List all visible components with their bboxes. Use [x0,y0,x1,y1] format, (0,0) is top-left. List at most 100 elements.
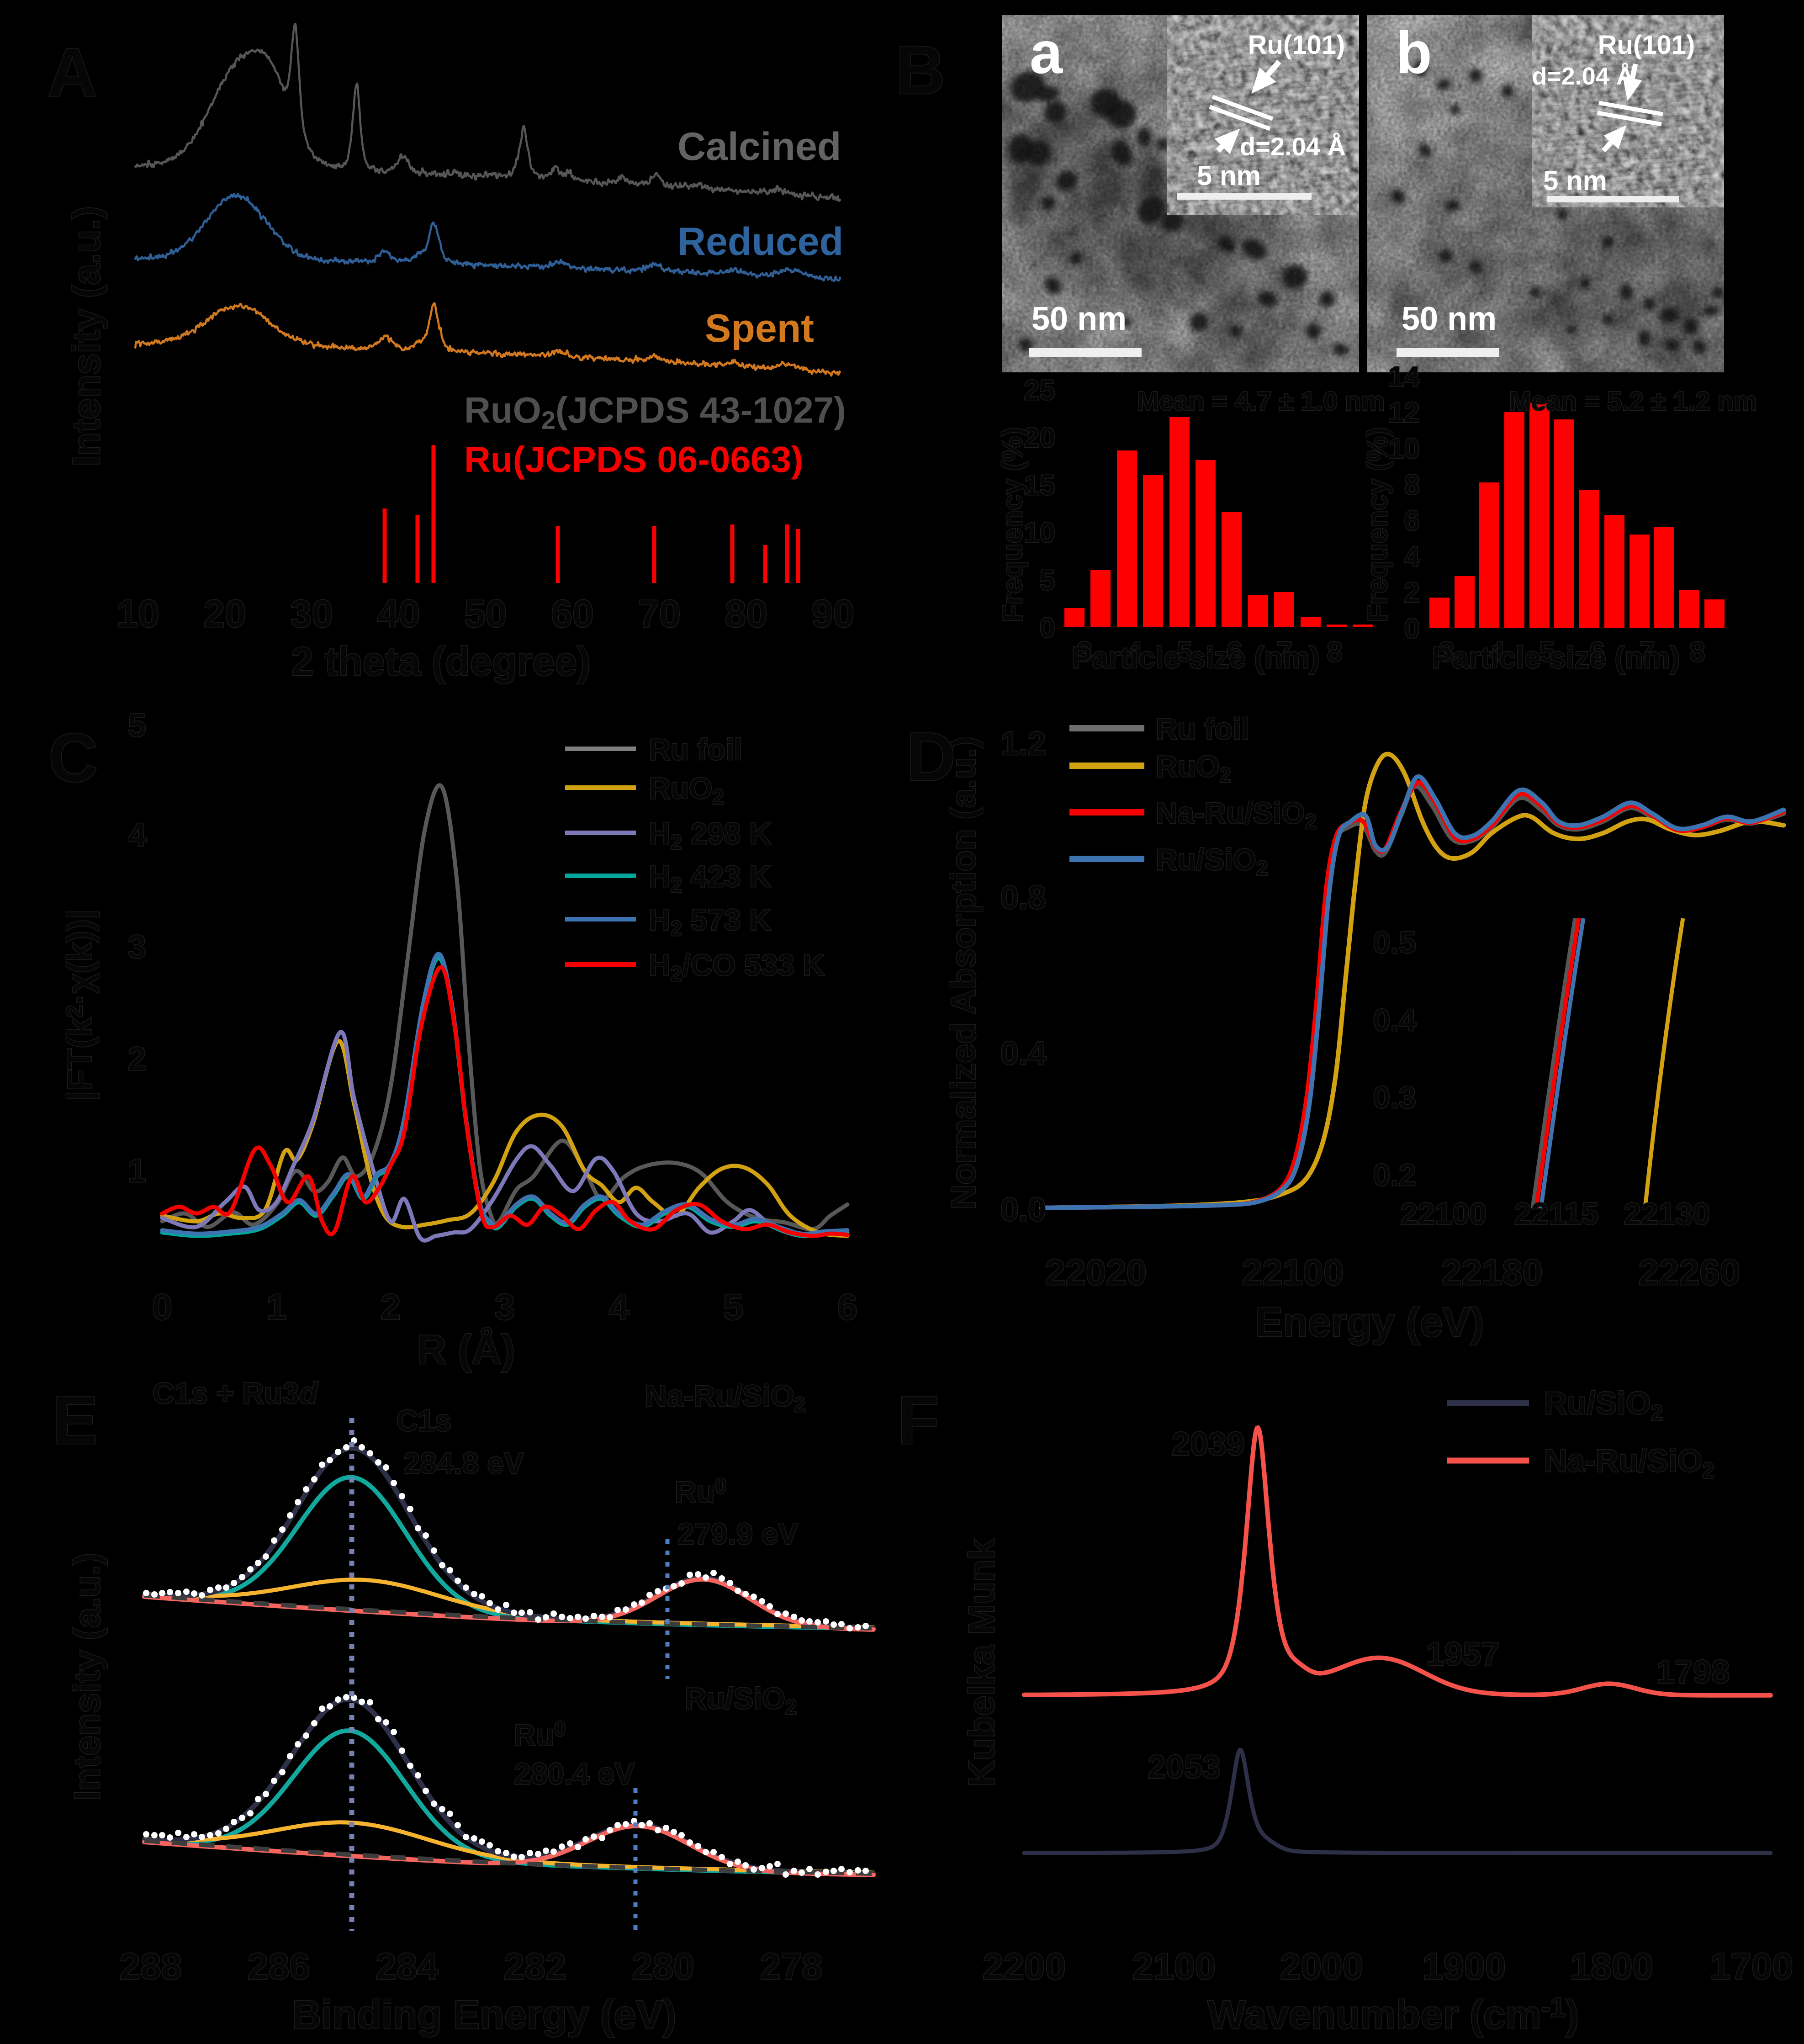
svg-text:22130: 22130 [1624,1197,1710,1231]
svg-text:3: 3 [495,1287,515,1327]
svg-text:b: b [1396,19,1432,86]
svg-text:22100: 22100 [1242,1252,1344,1292]
svg-text:2 theta (degree): 2 theta (degree) [291,639,590,684]
svg-text:0.5: 0.5 [1373,925,1416,960]
svg-text:RuO2: RuO2 [1156,749,1231,787]
svg-text:280.4 eV: 280.4 eV [514,1757,635,1790]
svg-text:Spent: Spent [705,307,814,350]
svg-text:RuO2: RuO2 [649,771,724,809]
svg-text:|FT(k2·χ(k))|: |FT(k2·χ(k))| [60,910,100,1101]
svg-text:5: 5 [1539,636,1555,668]
svg-text:3: 3 [1077,636,1092,668]
svg-text:50 nm: 50 nm [1402,301,1497,337]
svg-text:6: 6 [1227,636,1242,668]
svg-text:0: 0 [152,1287,173,1327]
svg-text:Ru foil: Ru foil [1156,712,1249,746]
svg-text:3: 3 [128,929,146,965]
svg-text:0.4: 0.4 [1373,1003,1416,1038]
svg-text:0: 0 [1040,612,1055,644]
svg-text:1900: 1900 [1423,1946,1506,1987]
svg-text:Ru/SiO2: Ru/SiO2 [685,1681,797,1719]
svg-text:22020: 22020 [1045,1252,1147,1292]
svg-text:1: 1 [266,1287,287,1327]
svg-text:Na-Ru/SiO2: Na-Ru/SiO2 [1156,796,1317,833]
svg-text:Intensity (a.u.): Intensity (a.u.) [67,1553,107,1800]
svg-text:F: F [897,1382,939,1458]
svg-text:H2 573 K: H2 573 K [649,903,771,940]
svg-text:5: 5 [723,1287,744,1327]
svg-text:d=2.04 Å: d=2.04 Å [1532,63,1634,90]
svg-text:6: 6 [837,1287,858,1327]
svg-text:5 nm: 5 nm [1543,165,1607,196]
svg-text:6: 6 [1404,505,1420,537]
svg-text:1: 1 [128,1153,146,1189]
svg-text:Ru/SiO2: Ru/SiO2 [1544,1385,1663,1425]
svg-text:22180: 22180 [1441,1252,1543,1292]
svg-text:Ru(JCPDS 06-0663): Ru(JCPDS 06-0663) [464,439,804,480]
svg-text:D: D [906,718,956,795]
svg-text:8: 8 [1404,469,1420,501]
svg-text:2: 2 [381,1287,401,1327]
svg-text:R (Å): R (Å) [417,1327,515,1373]
svg-text:Calcined: Calcined [677,125,841,169]
svg-text:12: 12 [1388,397,1420,429]
svg-text:10: 10 [116,592,159,635]
svg-text:Ru(101): Ru(101) [1598,30,1695,60]
svg-text:284: 284 [376,1946,438,1987]
svg-text:H2 423 K: H2 423 K [649,859,771,897]
svg-text:80: 80 [725,592,767,635]
svg-text:C1s: C1s [396,1403,451,1437]
svg-text:0.8: 0.8 [1000,879,1046,916]
svg-text:50: 50 [464,592,507,635]
svg-text:A: A [48,34,97,111]
svg-text:4: 4 [128,817,146,853]
svg-text:5: 5 [128,707,146,744]
svg-text:Particle size (nm): Particle size (nm) [1432,641,1680,674]
svg-text:0.4: 0.4 [1000,1035,1046,1072]
svg-text:4: 4 [1404,541,1420,572]
svg-text:70: 70 [638,592,680,635]
svg-text:20: 20 [1024,422,1055,454]
svg-text:Binding Energy (eV): Binding Energy (eV) [292,1992,677,2037]
svg-text:0.0: 0.0 [1000,1191,1046,1228]
svg-text:2: 2 [1404,577,1420,609]
svg-text:Na-Ru/SiO2: Na-Ru/SiO2 [645,1379,806,1416]
svg-text:4: 4 [1127,636,1143,668]
svg-text:Frequency (%): Frequency (%) [997,427,1028,622]
svg-text:E: E [53,1382,98,1458]
svg-text:30: 30 [291,592,333,635]
svg-text:14: 14 [1388,361,1420,392]
svg-text:284.8 eV: 284.8 eV [403,1446,524,1480]
svg-text:1957: 1957 [1426,1636,1499,1673]
svg-text:2000: 2000 [1280,1946,1363,1987]
svg-text:60: 60 [551,592,593,635]
svg-text:22260: 22260 [1639,1252,1740,1292]
svg-text:2200: 2200 [983,1946,1066,1987]
svg-text:0.2: 0.2 [1373,1158,1416,1192]
svg-text:Na-Ru/SiO2: Na-Ru/SiO2 [1544,1443,1714,1483]
svg-text:7: 7 [1277,636,1292,668]
svg-text:Kubelka Munk: Kubelka Munk [961,1539,1002,1787]
svg-text:7: 7 [1640,636,1655,668]
svg-text:C1s + Ru3d: C1s + Ru3d [153,1376,318,1410]
svg-text:B: B [896,32,945,108]
svg-text:15: 15 [1024,470,1055,501]
svg-text:C: C [48,719,98,796]
svg-text:8: 8 [1689,636,1705,668]
svg-text:1700: 1700 [1710,1946,1793,1987]
svg-text:0.3: 0.3 [1373,1080,1416,1115]
svg-text:5 nm: 5 nm [1197,160,1261,191]
svg-text:Mean = 4.7 ± 1.0 nm: Mean = 4.7 ± 1.0 nm [1137,387,1385,416]
svg-text:280: 280 [632,1946,694,1987]
svg-text:3: 3 [1439,636,1455,668]
svg-text:20: 20 [203,592,246,635]
svg-text:4: 4 [1489,636,1505,668]
svg-text:22115: 22115 [1514,1197,1598,1231]
svg-text:40: 40 [377,592,420,635]
svg-text:Reduced: Reduced [677,220,843,264]
svg-text:Intensity (a.u.): Intensity (a.u.) [65,206,108,466]
svg-text:22100: 22100 [1400,1197,1487,1231]
svg-text:Ru(101): Ru(101) [1248,30,1345,60]
svg-text:279.9 eV: 279.9 eV [677,1517,798,1551]
svg-text:5: 5 [1040,565,1055,596]
